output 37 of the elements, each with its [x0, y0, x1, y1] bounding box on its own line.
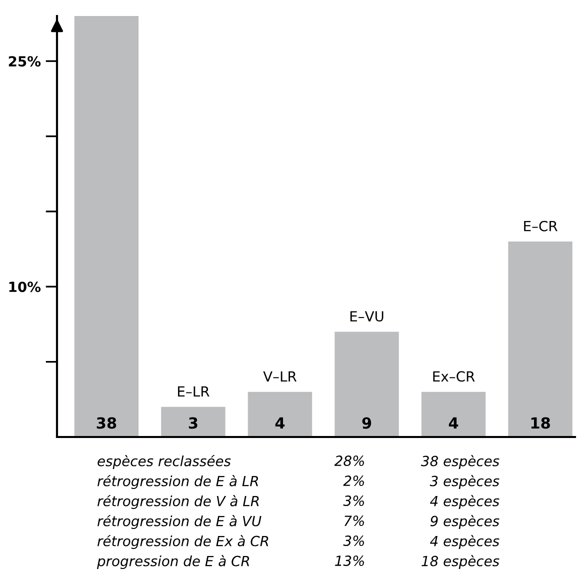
bar — [248, 392, 312, 437]
text: progression de E à CR — [96, 555, 250, 569]
x-tick-label: E–CR — [524, 220, 558, 232]
annotation: 38 — [96, 417, 116, 429]
bar — [161, 406, 226, 437]
x-tick-label: V–LR — [263, 371, 297, 382]
text: rétrogression de Ex à CR — [97, 535, 268, 549]
x-tick-label: Ex–CR — [433, 371, 475, 382]
annotation: 4 — [448, 417, 458, 429]
text: 7% — [344, 516, 364, 526]
text: 9 espèces — [430, 515, 500, 529]
text: 28% — [334, 456, 364, 466]
bar — [334, 332, 399, 437]
text: 2% — [343, 476, 364, 486]
x-tick-label: E–VU — [350, 311, 384, 322]
annotation: 4 — [275, 417, 285, 429]
x-tick-label: E–LR — [178, 386, 210, 397]
annotation: 18 — [531, 417, 550, 429]
bar — [421, 392, 486, 437]
annotation: 9 — [362, 417, 372, 429]
text: 3% — [343, 536, 364, 546]
text: rétrogression de V à LR — [97, 495, 259, 509]
text: 4 espèces — [430, 495, 500, 509]
text: 4 espèces — [430, 535, 500, 549]
y-tick-label: 25% — [8, 56, 41, 67]
annotation: 3 — [188, 417, 198, 429]
text: 3 espèces — [430, 475, 500, 489]
bar — [508, 242, 572, 437]
y-tick-label: 10% — [9, 282, 41, 292]
text: rétrogression de E à VU — [97, 515, 262, 529]
text: rétrogression de E à LR — [97, 475, 258, 489]
text: 13% — [335, 556, 364, 566]
text: espèces reclassées — [98, 455, 231, 469]
text: 3% — [343, 496, 364, 506]
text: 38 espèces — [420, 455, 500, 469]
text: 18 espèces — [422, 555, 500, 569]
bar — [74, 16, 139, 437]
